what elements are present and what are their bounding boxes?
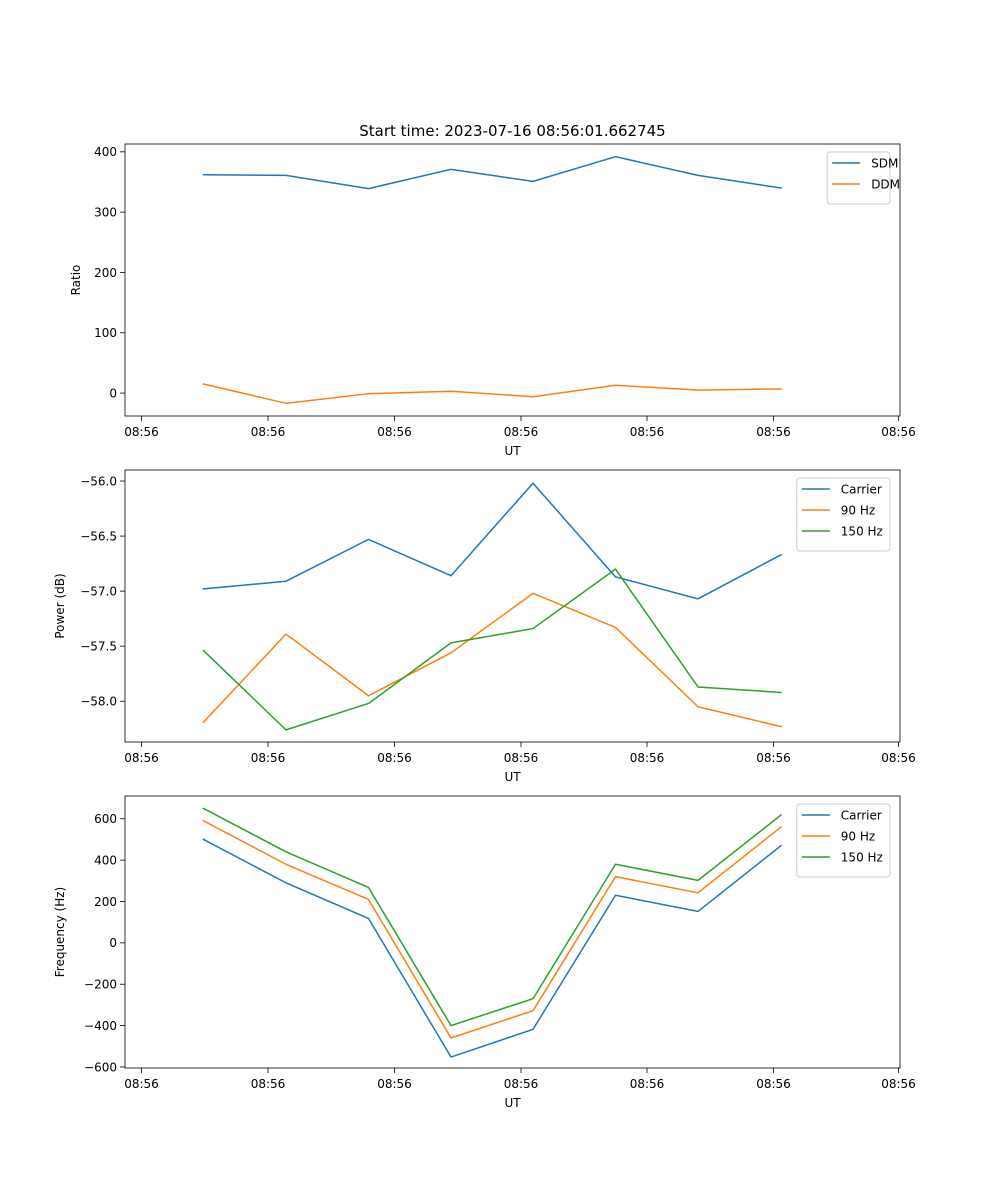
axes-frame xyxy=(124,469,901,743)
legend-label-150-hz: 150 Hz xyxy=(841,525,883,539)
chart-panels: 08:56 08:56 08:56 08:56 08:56 08:56 08:56 UT 0 10… xyxy=(53,143,916,1110)
y-tick-label: 200 xyxy=(94,895,117,909)
series-line-150-hz xyxy=(202,568,782,731)
y-axis-label: Ratio xyxy=(69,265,83,296)
axes-frame xyxy=(124,143,901,417)
x-axis-label: UT xyxy=(504,444,521,458)
x-tick-label: 08:56 xyxy=(881,425,916,439)
legend-label-90-hz: 90 Hz xyxy=(841,830,875,844)
y-tick-label: −57.0 xyxy=(80,584,117,598)
x-tick-label: 08:56 xyxy=(630,1077,665,1091)
legend-label-carrier: Carrier xyxy=(841,483,882,497)
y-tick-label: −200 xyxy=(84,978,117,992)
x-axis-label: UT xyxy=(504,1096,521,1110)
chart-title: Start time: 2023-07-16 08:56:01.662745 xyxy=(359,122,665,140)
series-line-carrier xyxy=(202,482,783,600)
y-axis-label: Frequency (Hz) xyxy=(53,887,67,978)
y-tick-label: −56.5 xyxy=(80,529,117,543)
y-axis-label: Power (dB) xyxy=(53,573,67,638)
x-tick-label: 08:56 xyxy=(881,1077,916,1091)
legend-box xyxy=(796,477,891,552)
y-tick-label: −57.5 xyxy=(80,639,117,653)
x-tick-label: 08:56 xyxy=(377,751,412,765)
x-tick-label: 08:56 xyxy=(756,425,791,439)
series-line-90-hz xyxy=(202,819,783,1039)
y-tick-label: −58.0 xyxy=(80,695,117,709)
series-line-sdm xyxy=(202,155,782,190)
x-tick-label: 08:56 xyxy=(124,751,159,765)
x-tick-label: 08:56 xyxy=(377,425,412,439)
series-line-ddm xyxy=(202,383,782,405)
y-tick-label: 0 xyxy=(109,936,117,950)
legend: Carrier 90 Hz 150 Hz xyxy=(796,477,891,552)
legend-label-carrier: Carrier xyxy=(841,809,882,823)
y-tick-label: 0 xyxy=(109,386,117,400)
x-tick-label: 08:56 xyxy=(630,425,665,439)
legend: Carrier 90 Hz 150 Hz xyxy=(796,803,891,878)
x-tick-label: 08:56 xyxy=(251,425,286,439)
x-tick-label: 08:56 xyxy=(251,1077,286,1091)
y-tick-label: 400 xyxy=(94,145,117,159)
y-tick-label: 400 xyxy=(94,853,117,867)
series-line-90-hz xyxy=(202,592,782,728)
axes-frame xyxy=(124,795,901,1069)
x-tick-label: 08:56 xyxy=(124,1077,159,1091)
x-tick-label: 08:56 xyxy=(504,751,539,765)
chart-panel-3: 08:56 08:56 08:56 08:56 08:56 08:56 08:56 UT −60… xyxy=(53,795,916,1110)
series-line-carrier xyxy=(202,838,783,1058)
legend-label-sdm: SDM xyxy=(871,157,898,171)
x-tick-label: 08:56 xyxy=(124,425,159,439)
y-tick-label: 200 xyxy=(94,266,117,280)
x-axis-label: UT xyxy=(504,770,521,784)
y-tick-label: −56.0 xyxy=(80,474,117,488)
legend-label-150-hz: 150 Hz xyxy=(841,851,883,865)
x-tick-label: 08:56 xyxy=(630,751,665,765)
legend-box xyxy=(796,803,891,878)
chart-panel-2: 08:56 08:56 08:56 08:56 08:56 08:56 08:56 UT −58… xyxy=(53,469,916,784)
y-tick-label: −600 xyxy=(84,1060,117,1074)
x-tick-label: 08:56 xyxy=(377,1077,412,1091)
legend: SDM DDM xyxy=(826,151,900,205)
y-tick-label: 300 xyxy=(94,205,117,219)
y-tick-label: 600 xyxy=(94,812,117,826)
x-tick-label: 08:56 xyxy=(504,1077,539,1091)
legend-box xyxy=(826,151,891,205)
y-tick-label: −400 xyxy=(84,1019,117,1033)
x-tick-label: 08:56 xyxy=(504,425,539,439)
legend-label-90-hz: 90 Hz xyxy=(841,504,875,518)
x-tick-label: 08:56 xyxy=(251,751,286,765)
chart-panel-1: 08:56 08:56 08:56 08:56 08:56 08:56 08:56 UT 0 10… xyxy=(69,143,916,458)
x-tick-label: 08:56 xyxy=(756,1077,791,1091)
y-tick-label: 100 xyxy=(94,326,117,340)
x-tick-label: 08:56 xyxy=(756,751,791,765)
x-tick-label: 08:56 xyxy=(881,751,916,765)
series-line-150-hz xyxy=(202,807,783,1027)
legend-label-ddm: DDM xyxy=(871,178,900,192)
